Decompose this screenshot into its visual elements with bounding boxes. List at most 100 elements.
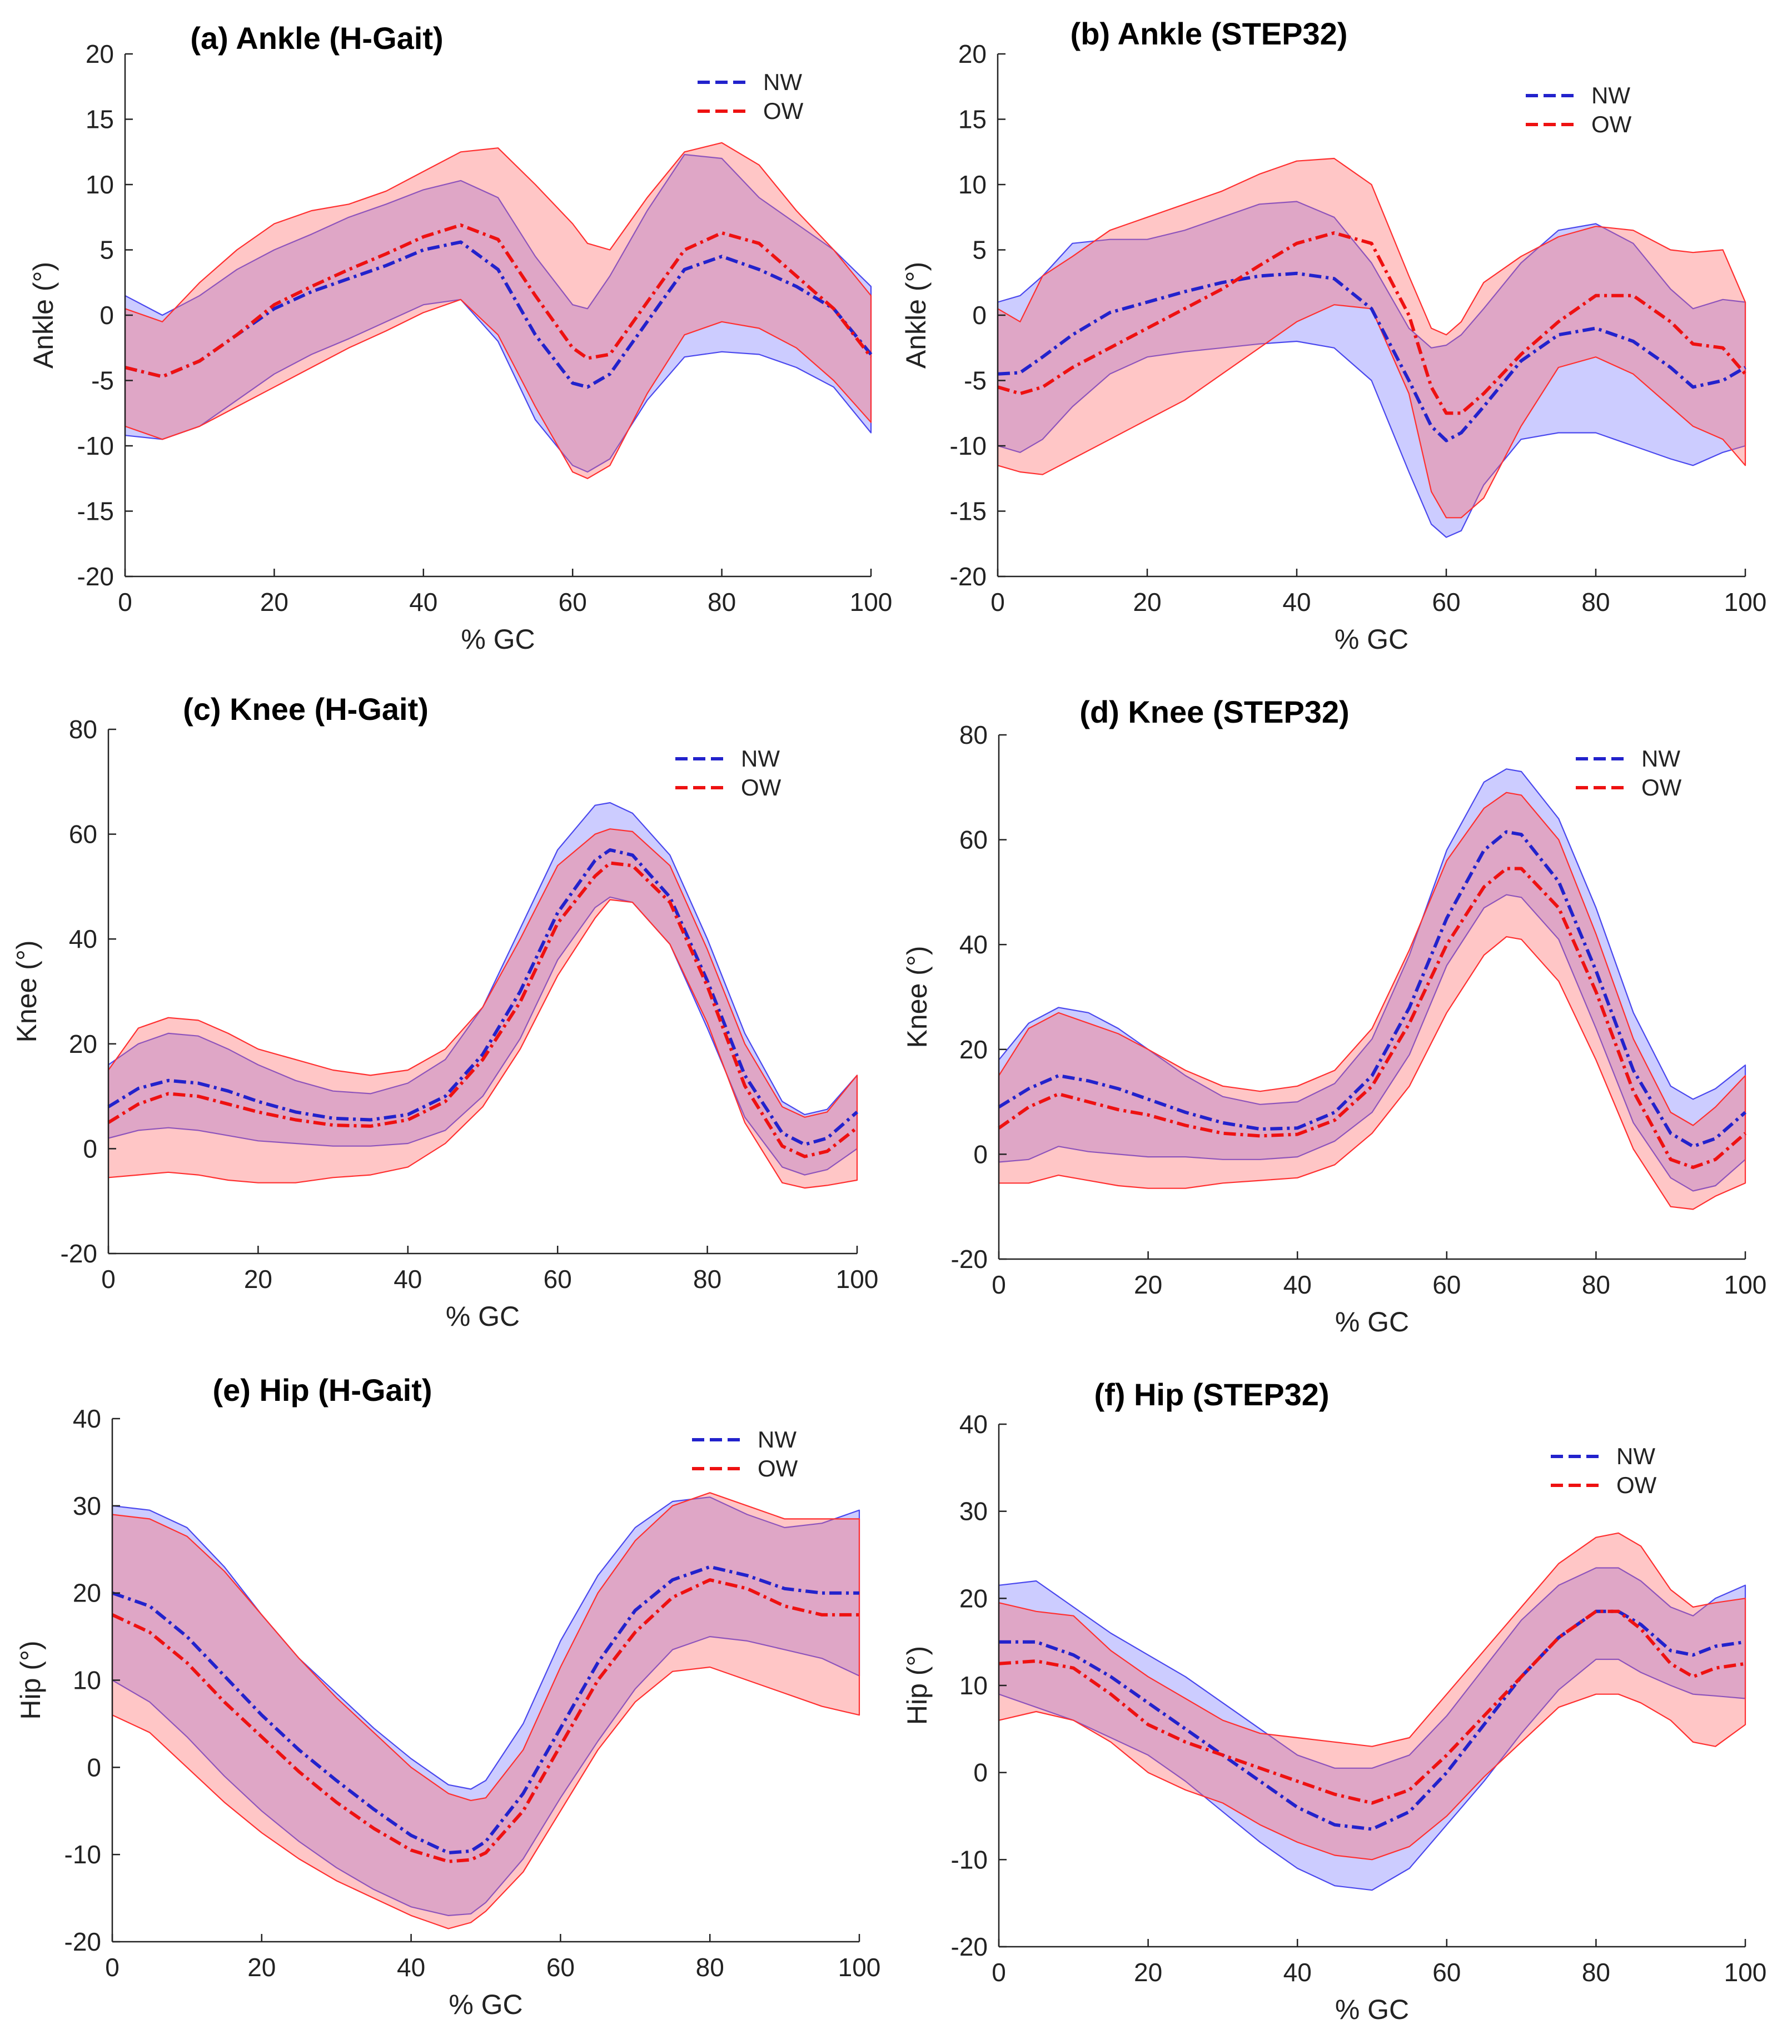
y-tick-label: 80	[69, 715, 97, 744]
x-tick-label: 20	[1133, 588, 1161, 616]
x-axis-label: % GC	[1335, 1994, 1409, 2025]
y-tick-label: 60	[959, 825, 988, 854]
band-ow	[107, 828, 858, 1189]
y-tick-label: 0	[99, 301, 114, 330]
chart-title: (e) Hip (H-Gait)	[212, 1372, 432, 1408]
chart-title: (d) Knee (STEP32)	[1079, 694, 1349, 729]
legend-label-ow: OW	[1591, 111, 1632, 137]
y-tick-label: 10	[959, 1671, 988, 1700]
x-tick-label: 100	[836, 1265, 879, 1294]
x-tick-label: 40	[1283, 1270, 1312, 1299]
x-axis-label: % GC	[446, 1301, 520, 1332]
series-line-ow	[111, 1578, 859, 1863]
series-line-ow	[998, 867, 1746, 1169]
chart-panel-e: (e) Hip (H-Gait) 0 20 40 60 80 100 -20 -10 0 10 20 3…	[15, 1372, 880, 2020]
legend-label-nw: NW	[1591, 82, 1630, 108]
x-tick-label: 20	[244, 1265, 272, 1294]
x-tick-label: 100	[1724, 1270, 1767, 1299]
legend-label-nw: NW	[763, 69, 802, 95]
y-tick-label: 5	[99, 236, 114, 265]
y-tick-label: 0	[87, 1753, 101, 1782]
y-axis-label: Hip (°)	[902, 1646, 933, 1725]
y-tick-label: -20	[61, 1239, 97, 1268]
band-ow	[111, 1492, 860, 1929]
band-ow	[998, 792, 1746, 1210]
y-tick-label: 20	[959, 1584, 988, 1613]
y-tick-label: -20	[951, 1932, 988, 1961]
series-line-nw	[112, 1565, 859, 1854]
band-ow	[997, 157, 1746, 519]
legend-label-ow: OW	[763, 98, 804, 124]
x-tick-label: 100	[838, 1953, 881, 1982]
x-tick-label: 20	[260, 588, 288, 616]
series-line-ow	[125, 223, 873, 379]
y-tick-label: 20	[958, 39, 987, 68]
x-axis-label: % GC	[1335, 624, 1408, 655]
y-tick-label: 10	[958, 170, 987, 199]
y-tick-label: -5	[964, 366, 987, 395]
x-axis-label: % GC	[449, 1989, 522, 2020]
chart-panel-a: (a) Ankle (H-Gait)0 20 40 60 80 100-20-15-10-…	[28, 21, 892, 655]
y-tick-label: -20	[950, 562, 987, 591]
x-tick-label: 80	[1581, 588, 1610, 616]
legend-label-ow: OW	[1641, 774, 1682, 800]
x-axis-label: % GC	[461, 624, 535, 655]
band-ow	[998, 1532, 1746, 1861]
y-tick-label: 5	[972, 236, 987, 265]
x-tick-label: 60	[546, 1953, 575, 1982]
y-tick-label: 20	[86, 39, 114, 68]
x-tick-label: 0	[992, 1958, 1006, 1987]
x-tick-label: 0	[101, 1265, 116, 1294]
x-tick-label: 100	[1724, 1958, 1767, 1987]
y-tick-label: -15	[950, 497, 987, 526]
y-tick-label: 10	[86, 170, 114, 199]
y-tick-label: 15	[958, 105, 987, 134]
x-axis-label: % GC	[1335, 1306, 1409, 1337]
chart-panel-c: (c) Knee (H-Gait)0 20 40 60 80 100-2002040608…	[11, 692, 878, 1332]
y-tick-label: 40	[959, 1410, 988, 1439]
y-tick-label: 15	[86, 105, 114, 134]
y-tick-label: -15	[77, 497, 114, 526]
y-tick-label: 80	[959, 720, 988, 749]
x-tick-label: 100	[850, 588, 893, 616]
series-line-nw	[998, 830, 1746, 1148]
x-tick-label: 20	[1134, 1270, 1162, 1299]
x-tick-label: 40	[394, 1265, 422, 1294]
y-tick-label: -10	[951, 1845, 988, 1874]
y-tick-label: 0	[972, 301, 987, 330]
chart-title: (c) Knee (H-Gait)	[183, 692, 429, 727]
x-tick-label: 0	[118, 588, 132, 616]
y-tick-label: 40	[69, 924, 97, 953]
y-tick-label: -20	[77, 562, 114, 591]
x-tick-label: 60	[559, 588, 587, 616]
y-tick-label: -20	[951, 1245, 988, 1274]
y-axis-label: Knee (°)	[11, 941, 42, 1043]
x-tick-label: 0	[990, 588, 1005, 616]
y-tick-label: -10	[77, 431, 114, 460]
chart-panel-d: (d) Knee (STEP32)0 20 40 60 80 100-2002040608…	[902, 694, 1766, 1337]
series-line-nw	[999, 1609, 1746, 1831]
x-tick-label: 80	[1582, 1270, 1610, 1299]
y-axis-label: Ankle (°)	[28, 262, 59, 369]
series-line-nw	[107, 848, 858, 1146]
y-tick-label: 30	[959, 1497, 988, 1526]
x-tick-label: 80	[693, 1265, 721, 1294]
band-nw	[124, 153, 872, 473]
x-tick-label: 40	[409, 588, 437, 616]
y-tick-label: 20	[73, 1579, 101, 1608]
legend-label-ow: OW	[741, 774, 781, 800]
y-tick-label: 0	[973, 1140, 988, 1168]
y-tick-label: -10	[64, 1840, 101, 1869]
x-tick-label: 0	[992, 1270, 1006, 1299]
chart-panel-b: (b) Ankle (STEP32)0 20 40 60 80 100-20-15-10-…	[900, 16, 1766, 655]
y-tick-label: -10	[950, 431, 987, 460]
band-ow	[124, 142, 872, 479]
y-axis-label: Hip (°)	[15, 1640, 46, 1719]
y-tick-label: 40	[73, 1404, 101, 1433]
x-tick-label: 60	[544, 1265, 572, 1294]
x-tick-label: 40	[397, 1953, 425, 1982]
x-tick-label: 40	[1282, 588, 1311, 616]
legend-label-ow: OW	[758, 1455, 798, 1481]
series-line-ow	[997, 231, 1747, 415]
